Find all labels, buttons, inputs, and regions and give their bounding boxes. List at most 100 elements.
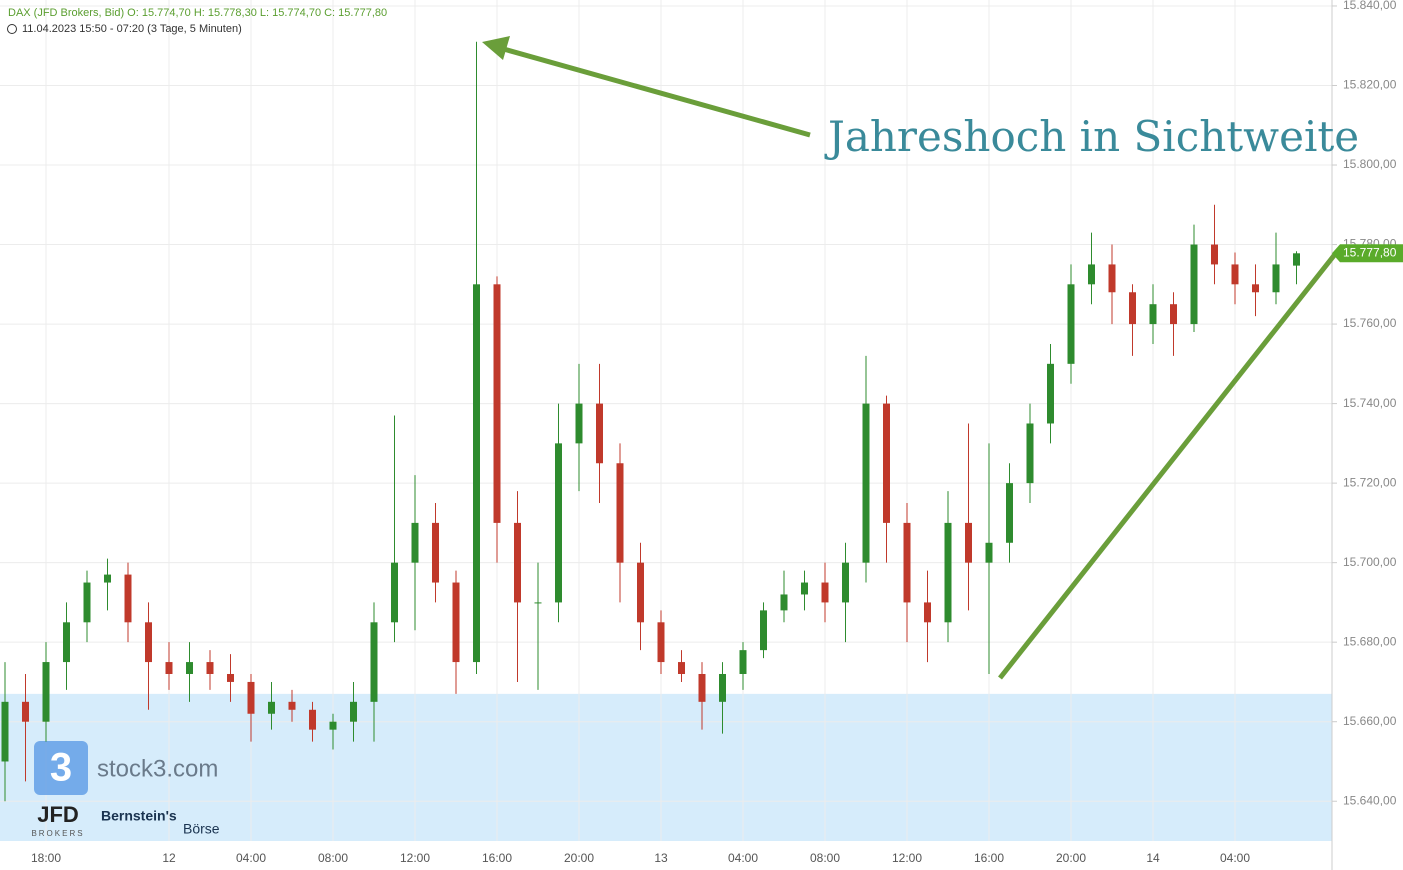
candle-body — [1190, 244, 1198, 325]
x-tick-label: 04:00 — [236, 851, 266, 865]
candle-body — [1, 701, 9, 762]
y-tick-label: 15.720,00 — [1343, 475, 1397, 489]
x-tick-label: 18:00 — [31, 851, 61, 865]
candle-body — [206, 662, 214, 674]
candle-body — [924, 602, 931, 623]
partner2-sub: Börse — [183, 821, 220, 837]
candle-body — [165, 662, 173, 674]
candle-body — [370, 622, 378, 702]
y-tick-label: 15.760,00 — [1343, 316, 1397, 330]
logo: 3 — [50, 746, 72, 790]
header: DAX (JFD Brokers, Bid) O: 15.774,70 H: 1… — [7, 7, 387, 35]
candle-body — [452, 582, 460, 663]
candle-body — [63, 622, 70, 663]
candle-body — [288, 701, 296, 710]
x-tick-label: 16:00 — [974, 851, 1004, 865]
candle-body — [678, 662, 685, 674]
candle-body — [1006, 483, 1013, 543]
candle-body — [616, 463, 624, 563]
background — [0, 693, 1332, 841]
x-tick-label: 12:00 — [892, 851, 922, 865]
candle-body — [391, 562, 398, 623]
candle-body — [1129, 292, 1136, 325]
x-tick-label: 14 — [1146, 851, 1160, 865]
y-tick-label: 15.660,00 — [1343, 714, 1397, 728]
x-tick-label: 04:00 — [728, 851, 758, 865]
candle-body — [842, 562, 849, 603]
candle-body — [575, 403, 583, 444]
candle-body — [760, 610, 767, 651]
y-tick-label: 15.820,00 — [1343, 78, 1397, 92]
x-tick-label: 12:00 — [400, 851, 430, 865]
candle-body — [493, 284, 501, 523]
candle-body — [1211, 244, 1218, 265]
candle-body — [268, 701, 275, 714]
annotation: Jahreshoch in Sichtweite — [824, 112, 1359, 161]
trend-line — [998, 251, 1338, 680]
partner-sub: BROKERS — [31, 829, 84, 838]
partner2: Bernstein's — [101, 808, 177, 824]
candle-body — [473, 284, 480, 663]
last-price-label: 15.777,80 — [1343, 245, 1397, 259]
candle-body — [780, 594, 788, 611]
candle-body — [657, 622, 665, 663]
x-tick-label: 20:00 — [1056, 851, 1086, 865]
x-tick-label: 12 — [162, 851, 176, 865]
candle-body — [1108, 264, 1116, 293]
x-tick-label: 13 — [654, 851, 668, 865]
candle-body — [1067, 284, 1075, 364]
candle-body — [985, 542, 993, 563]
brand: stock3.com — [97, 755, 218, 782]
candle-body — [1088, 264, 1095, 285]
header-text: DAX (JFD Brokers, Bid) O: 15.774,70 H: 1… — [8, 7, 387, 19]
candle-body — [1293, 253, 1300, 266]
candle-body — [145, 622, 152, 663]
y-tick-label: 15.700,00 — [1343, 555, 1397, 569]
candle-body — [432, 522, 439, 583]
candle-body — [124, 574, 132, 623]
x-tick-label: 04:00 — [1220, 851, 1250, 865]
candle-body — [534, 602, 542, 604]
candle-body — [1149, 304, 1157, 325]
candle-body — [329, 721, 337, 730]
x-tick-label: 08:00 — [810, 851, 840, 865]
y-tick-label: 15.740,00 — [1343, 396, 1397, 410]
candle-body — [247, 681, 255, 714]
candle-body — [227, 673, 234, 682]
candle-body — [309, 709, 316, 730]
candle-body — [1047, 363, 1054, 424]
candle-body — [1272, 264, 1280, 293]
y-tick-label: 15.840,00 — [1343, 0, 1397, 12]
watermark: 3 stock3.com JFD BROKERS Bernstein's Bör… — [31, 741, 220, 838]
annotation-arrows — [482, 36, 1338, 680]
candle-body — [1252, 284, 1259, 293]
candle-body — [821, 582, 829, 603]
x-tick-label: 16:00 — [482, 851, 512, 865]
x-tick-label: 08:00 — [318, 851, 348, 865]
candle-body — [1231, 264, 1239, 285]
plot — [1, 41, 1300, 802]
candle-body — [903, 522, 911, 603]
y-tick-label: 15.680,00 — [1343, 634, 1397, 648]
candle-body — [719, 673, 726, 702]
candle-body — [411, 522, 419, 563]
clock-icon — [7, 24, 17, 34]
arrow-head — [482, 36, 510, 60]
candle-body — [883, 403, 890, 523]
candle-body — [555, 443, 562, 603]
candle-body — [350, 701, 357, 722]
candle-body — [186, 662, 193, 674]
candle-body — [514, 522, 521, 603]
candle-body — [42, 662, 50, 722]
last-price-badge — [1332, 244, 1403, 263]
candle-body — [944, 522, 952, 623]
candle-body — [698, 673, 706, 702]
candle-body — [22, 701, 29, 722]
arrow — [499, 45, 811, 138]
candle-body — [965, 522, 972, 563]
candle-body — [637, 562, 644, 623]
y-tick-label: 15.800,00 — [1343, 157, 1397, 171]
logo-box — [34, 741, 88, 795]
